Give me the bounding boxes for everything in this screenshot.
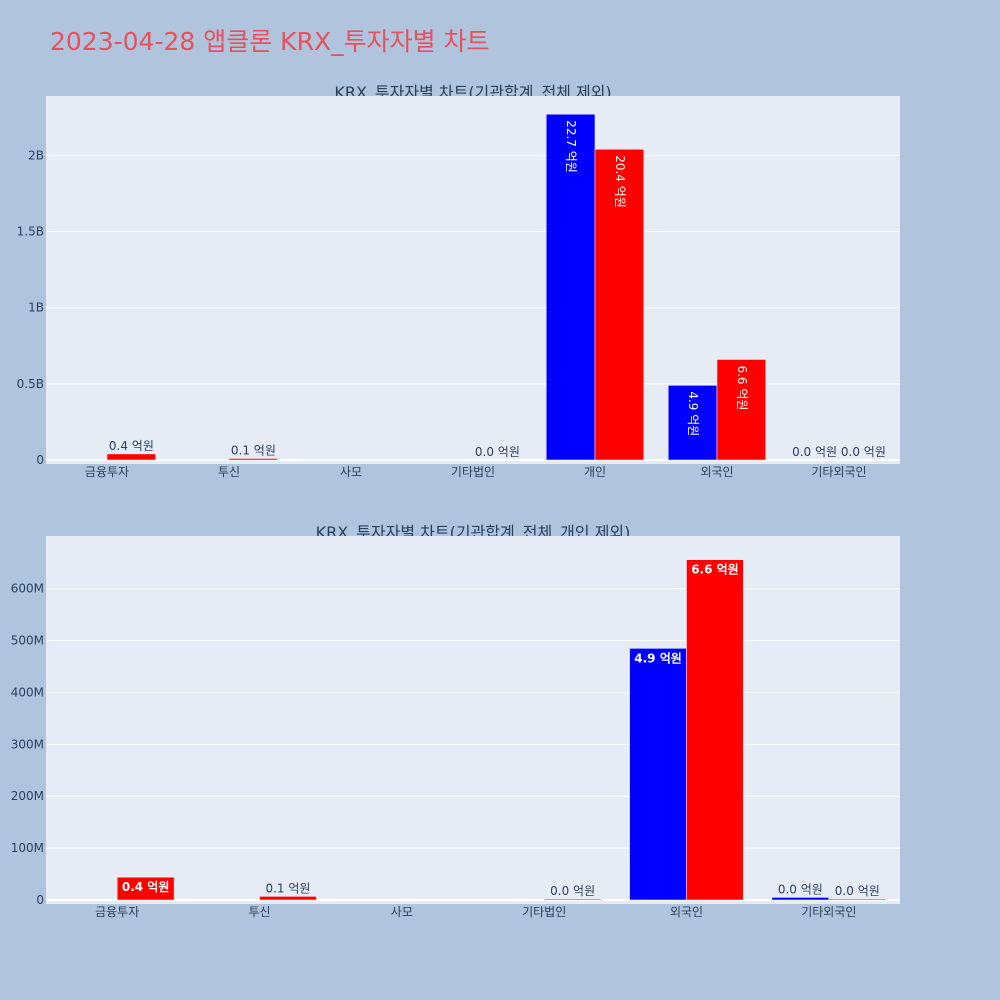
data-label: 0.0 억원 (792, 445, 837, 459)
y-tick-label: 2B (28, 148, 44, 162)
x-tick-label: 사모 (391, 905, 413, 919)
x-tick-label: 사모 (340, 465, 362, 479)
page-title: 2023-04-28 앱클론 KRX_투자자별 차트 (50, 27, 490, 56)
x-tick-label: 금융투자 (85, 465, 129, 479)
x-tick-label: 기타법인 (522, 905, 566, 919)
data-label: 0.1 억원 (265, 881, 310, 895)
x-tick-label: 개인 (584, 465, 606, 479)
x-tick-label: 금융투자 (95, 905, 139, 919)
x-tick-label: 외국인 (700, 465, 733, 479)
data-label: 0.0 억원 (841, 445, 886, 459)
chart-2: 0 100M 200M 300M 400M 500M 600M 금융투자 투신 사모 기타법인 외국인… (11, 536, 900, 919)
data-label: 0.0 억원 (475, 445, 520, 459)
bar (828, 898, 887, 901)
data-label: 6.6 억원 (735, 365, 749, 410)
data-label: 4.9 억원 (634, 651, 682, 665)
y-tick-label: 500M (11, 634, 44, 648)
bar (228, 458, 279, 461)
y-tick-label: 1B (28, 301, 44, 315)
y-tick-label: 0 (36, 893, 44, 907)
x-tick-label: 기타법인 (451, 465, 495, 479)
y-tick-label: 100M (11, 841, 44, 855)
data-label: 0.0 억원 (778, 882, 823, 896)
data-label: 20.4 억원 (613, 155, 627, 208)
bar (116, 876, 175, 901)
y-tick-label: 0.5B (17, 377, 44, 391)
plot-area (46, 96, 900, 464)
data-label: 22.7 억원 (564, 120, 578, 173)
x-tick-label: 외국인 (670, 905, 703, 919)
bar (106, 453, 157, 461)
x-tick-label: 투신 (218, 465, 240, 479)
x-tick-label: 기타외국인 (801, 905, 856, 919)
bar (545, 113, 596, 461)
bar (716, 359, 767, 461)
y-tick-label: 300M (11, 737, 44, 751)
y-tick-label: 400M (11, 685, 44, 699)
data-label: 0.4 억원 (109, 439, 154, 453)
bar (686, 559, 744, 901)
data-label: 0.1 억원 (231, 443, 276, 457)
bar (259, 896, 317, 901)
plot-area (46, 536, 900, 904)
data-label: 4.9 억원 (686, 391, 700, 436)
bar (543, 898, 602, 901)
bar (629, 648, 687, 901)
x-tick-label: 기타외국인 (811, 465, 866, 479)
x-tick-label: 투신 (248, 905, 270, 919)
data-label: 0.0 억원 (550, 884, 595, 898)
data-label: 0.4 억원 (122, 880, 170, 894)
bar (667, 385, 718, 461)
data-label: 0.0 억원 (835, 884, 880, 898)
y-tick-label: 200M (11, 789, 44, 803)
y-tick-label: 1.5B (17, 224, 44, 238)
bar (594, 148, 645, 461)
y-tick-label: 0 (36, 453, 44, 467)
chart-1: 0 0.5B 1B 1.5B 2B 금융투자 투신 사모 기타법인 개인 외국인 기타외국인 22.7 … (17, 96, 900, 479)
data-label: 6.6 억원 (691, 563, 739, 577)
y-tick-label: 600M (11, 582, 44, 596)
bar (771, 897, 830, 901)
